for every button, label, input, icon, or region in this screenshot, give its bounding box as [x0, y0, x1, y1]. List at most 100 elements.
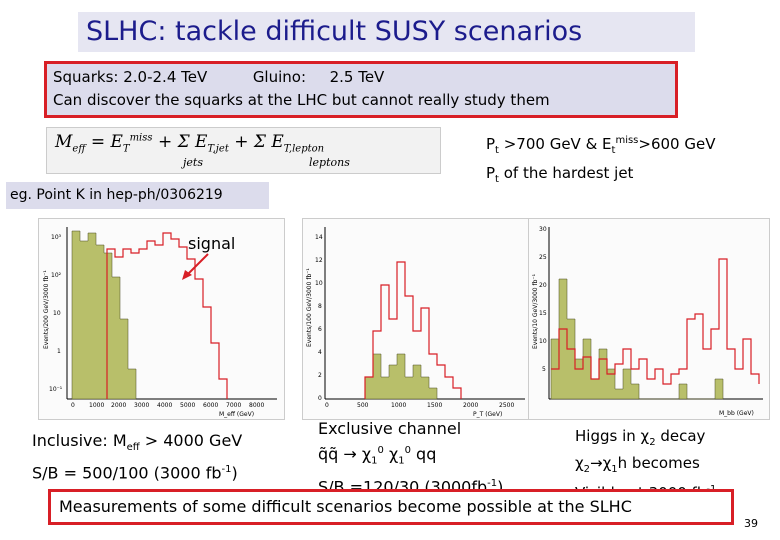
higgs-2c: h becomes [617, 454, 700, 472]
excl-3sup: -1 [487, 477, 498, 489]
example-point-label: eg. Point K in hep-ph/0306219 [6, 182, 269, 209]
higgs-line-1: Higgs in χ2 decay [575, 426, 716, 453]
conclusion-box: Measurements of some difficult scenarios… [48, 489, 734, 525]
p3-ytick-4: 10 [539, 338, 547, 345]
incl-1a: Inclusive: M [32, 431, 127, 450]
mass-row: Squarks: 2.0-2.4 TeV Gluino: 2.5 TeV [53, 66, 669, 89]
mbb-histogram: Events/10 GeV/3000 fb⁻¹ M_bb (GeV) 30 25… [528, 218, 770, 420]
higgs-2a: χ [575, 454, 584, 472]
formula-plus2: + Σ E [234, 132, 284, 152]
p2-ytick-6: 2 [318, 372, 322, 379]
p1-xtick-6: 6000 [203, 402, 218, 409]
excl-2sup1: 0 [377, 445, 384, 456]
meff-formula: Meff = ETmiss + Σ ET,jet + Σ ET,lepton j… [46, 127, 441, 174]
exclusive-line-1: Exclusive channel [318, 419, 462, 438]
formula-lhs-sub: eff [72, 143, 86, 155]
squark-gluino-box: Squarks: 2.0-2.4 TeV Gluino: 2.5 TeV Can… [44, 61, 678, 118]
squarks-label: Squarks: [53, 68, 119, 86]
p2-xtick-4: 2000 [463, 402, 478, 409]
p3-signal-hist [551, 258, 760, 385]
p2-xtick-0: 0 [325, 402, 329, 409]
p1-ytick-0: 10³ [51, 234, 62, 241]
cut-line-1: Pt >700 GeV & Etmiss>600 GeV [486, 130, 716, 162]
formula-eq: = E [90, 132, 123, 152]
p3-ytick-3: 15 [539, 310, 547, 317]
cut2-sub: t [495, 174, 499, 185]
gluino-value: 2.5 TeV [329, 68, 385, 86]
exclusive-summary: Exclusive channel q̃q̃ → χ10 χ10 qq S/B … [318, 418, 503, 498]
p2-ytick-2: 10 [315, 280, 323, 287]
pt-histogram: Events/100 GeV/3000 fb⁻¹ P_T (GeV) 14 12… [302, 218, 534, 420]
meff-histogram: Events/200 GeV/3000 fb⁻¹ M_eff (GeV) 10³… [38, 218, 285, 420]
excl-2a: q̃q̃ → χ [318, 444, 372, 464]
p1-ytick-3: 1 [57, 348, 61, 355]
p2-ytick-1: 12 [315, 257, 323, 264]
p2-xtick-5: 2500 [499, 402, 514, 409]
cut1-a: P [486, 135, 496, 153]
formula-met-sup: miss [129, 132, 153, 144]
p3-yticks: 30 25 20 15 10 5 [539, 226, 547, 373]
incl-1sub: eff [126, 442, 140, 454]
cut-line-2: Pt of the hardest jet [486, 162, 716, 191]
p1-xlabel: M_eff (GeV) [219, 411, 254, 418]
p2-xticks: 0 500 1000 1500 2000 2500 [325, 402, 514, 409]
incl-1b: > 4000 GeV [139, 431, 243, 450]
p2-xtick-3: 1500 [427, 402, 442, 409]
excl-2c: qq [410, 444, 437, 464]
p3-xlabel: M_bb (GeV) [719, 410, 754, 417]
p1-background-hist [71, 230, 137, 400]
higgs-2b: →χ [590, 454, 612, 472]
p1-ytick-1: 10² [51, 272, 62, 279]
cut1-b: >700 GeV & E [498, 135, 612, 153]
higgs-2sub2: 1 [611, 464, 618, 475]
formula-plus1: + Σ E [157, 132, 208, 152]
p1-xtick-7: 7000 [226, 402, 241, 409]
higgs-1a: Higgs in χ [575, 427, 650, 445]
inclusive-summary: Inclusive: Meff > 4000 GeV S/B = 500/100… [32, 430, 242, 485]
p3-ytick-1: 25 [539, 254, 547, 261]
cut1-sup: miss [615, 135, 639, 146]
p3-ylabel: Events/10 GeV/3000 fb⁻¹ [532, 273, 539, 349]
incl-2sup: -1 [221, 464, 232, 476]
excl-3b: ) [497, 476, 504, 496]
cut1-sub2: t [611, 145, 616, 156]
p1-xticks: 0 1000 2000 3000 4000 5000 6000 7000 800… [71, 402, 264, 409]
p2-yticks: 14 12 10 8 6 4 2 0 [315, 234, 323, 402]
excl-2sub2: 1 [398, 455, 405, 467]
p2-ytick-4: 6 [318, 326, 322, 333]
p1-xtick-5: 5000 [180, 402, 195, 409]
excl-2sup2: 0 [404, 445, 411, 456]
p3-background-hist [550, 278, 724, 400]
gluino-label: Gluino: [252, 68, 307, 86]
exclusive-line-2: q̃q̃ → χ10 χ10 qq [318, 440, 503, 473]
p3-ytick-0: 30 [539, 226, 547, 233]
formula-met-sub: T [122, 143, 130, 155]
p2-ylabel: Events/100 GeV/3000 fb⁻¹ [306, 268, 313, 347]
p1-xtick-1: 1000 [89, 402, 104, 409]
formula-sum2-under: leptons [309, 156, 350, 169]
higgs-1sub: 2 [649, 437, 656, 448]
p3-ytick-2: 20 [539, 282, 547, 289]
p2-xtick-2: 1000 [391, 402, 406, 409]
higgs-2sub1: 2 [583, 464, 591, 475]
p1-ytick-2: 10 [53, 310, 61, 317]
p2-xtick-1: 500 [357, 402, 369, 409]
signal-arrow-icon [182, 253, 209, 280]
p1-xtick-3: 3000 [134, 402, 149, 409]
formula-sum1-sub: T,jet [207, 143, 229, 155]
lhc-statement: Can discover the squarks at the LHC but … [53, 91, 550, 109]
cut1-c: >600 GeV [638, 135, 716, 153]
formula-lhs: M [55, 132, 73, 152]
p2-background-hist [364, 353, 438, 400]
squarks-value: 2.0-2.4 TeV [123, 68, 208, 86]
p2-signal-hist [364, 261, 462, 399]
p2-ytick-5: 4 [318, 349, 322, 356]
cut1-sub: t [495, 145, 499, 156]
p1-xtick-8: 8000 [249, 402, 264, 409]
incl-2a: S/B = 500/100 (3000 fb [32, 463, 222, 483]
inclusive-line-1: Inclusive: Meff > 4000 GeV [32, 430, 242, 459]
formula-sum1-under: jets [183, 156, 203, 169]
signal-label: signal [188, 234, 236, 253]
p2-ytick-0: 14 [315, 234, 323, 241]
higgs-1b: decay [655, 427, 706, 445]
